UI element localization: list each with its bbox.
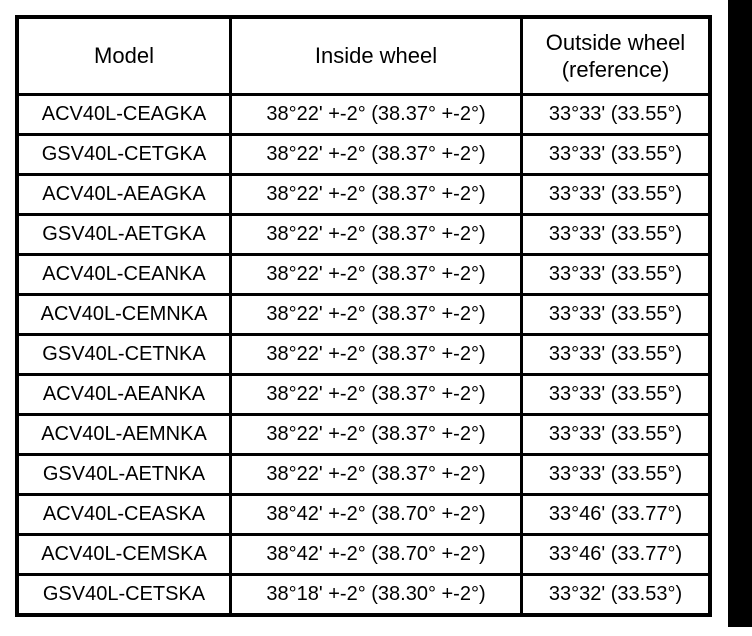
model-cell: GSV40L-CETSKA [15,573,232,617]
model-cell: ACV40L-CEASKA [15,493,232,536]
table-row: ACV40L-AEANKA 38°22' +-2° (38.37° +-2°) … [15,373,712,416]
outside-wheel-cell: 33°46' (33.77°) [520,493,712,536]
outside-wheel-cell: 33°33' (33.55°) [520,453,712,496]
table-row: ACV40L-AEMNKA 38°22' +-2° (38.37° +-2°) … [15,413,712,456]
model-cell: ACV40L-AEANKA [15,373,232,416]
inside-wheel-cell: 38°22' +-2° (38.37° +-2°) [229,333,523,376]
table-row: GSV40L-CETSKA 38°18' +-2° (38.30° +-2°) … [15,573,712,617]
outside-wheel-header-line1: Outside wheel [545,29,686,55]
model-cell: ACV40L-CEMNKA [15,293,232,336]
model-cell: GSV40L-CETNKA [15,333,232,376]
table-header: Model Inside wheel Outside wheel (refere… [15,15,712,96]
table-row: ACV40L-CEASKA 38°42' +-2° (38.70° +-2°) … [15,493,712,536]
table-row: ACV40L-CEMNKA 38°22' +-2° (38.37° +-2°) … [15,293,712,336]
outside-wheel-cell: 33°33' (33.55°) [520,133,712,176]
column-header-inside-wheel: Inside wheel [229,15,523,96]
table-row: GSV40L-CETGKA 38°22' +-2° (38.37° +-2°) … [15,133,712,176]
inside-wheel-cell: 38°22' +-2° (38.37° +-2°) [229,253,523,296]
inside-wheel-cell: 38°22' +-2° (38.37° +-2°) [229,453,523,496]
outside-wheel-cell: 33°33' (33.55°) [520,173,712,216]
inside-wheel-cell: 38°42' +-2° (38.70° +-2°) [229,493,523,536]
table-row: GSV40L-AETGKA 38°22' +-2° (38.37° +-2°) … [15,213,712,256]
table-row: ACV40L-CEANKA 38°22' +-2° (38.37° +-2°) … [15,253,712,296]
outside-wheel-cell: 33°33' (33.55°) [520,373,712,416]
outside-wheel-cell: 33°33' (33.55°) [520,293,712,336]
model-cell: ACV40L-AEAGKA [15,173,232,216]
outside-wheel-cell: 33°33' (33.55°) [520,213,712,256]
header-row: Model Inside wheel Outside wheel (refere… [15,15,712,96]
outside-wheel-cell: 33°33' (33.55°) [520,333,712,376]
table-row: ACV40L-CEAGKA 38°22' +-2° (38.37° +-2°) … [15,93,712,136]
table-row: GSV40L-CETNKA 38°22' +-2° (38.37° +-2°) … [15,333,712,376]
outside-wheel-header-line2: (reference) [561,57,670,82]
model-cell: ACV40L-CEAGKA [15,93,232,136]
model-cell: ACV40L-AEMNKA [15,413,232,456]
inside-wheel-cell: 38°22' +-2° (38.37° +-2°) [229,413,523,456]
inside-wheel-cell: 38°42' +-2° (38.70° +-2°) [229,533,523,576]
inside-wheel-cell: 38°22' +-2° (38.37° +-2°) [229,93,523,136]
outside-wheel-cell: 33°33' (33.55°) [520,413,712,456]
outside-wheel-cell: 33°33' (33.55°) [520,253,712,296]
inside-wheel-cell: 38°18' +-2° (38.30° +-2°) [229,573,523,617]
inside-wheel-cell: 38°22' +-2° (38.37° +-2°) [229,293,523,336]
inside-wheel-cell: 38°22' +-2° (38.37° +-2°) [229,173,523,216]
inside-wheel-cell: 38°22' +-2° (38.37° +-2°) [229,133,523,176]
wheel-angle-spec-table: Model Inside wheel Outside wheel (refere… [15,15,712,617]
outside-wheel-cell: 33°46' (33.77°) [520,533,712,576]
model-cell: GSV40L-AETNKA [15,453,232,496]
column-header-model: Model [15,15,232,96]
model-cell: ACV40L-CEMSKA [15,533,232,576]
model-cell: GSV40L-AETGKA [15,213,232,256]
table-row: GSV40L-AETNKA 38°22' +-2° (38.37° +-2°) … [15,453,712,496]
inside-wheel-cell: 38°22' +-2° (38.37° +-2°) [229,213,523,256]
model-cell: ACV40L-CEANKA [15,253,232,296]
table-row: ACV40L-CEMSKA 38°42' +-2° (38.70° +-2°) … [15,533,712,576]
table-row: ACV40L-AEAGKA 38°22' +-2° (38.37° +-2°) … [15,173,712,216]
inside-wheel-cell: 38°22' +-2° (38.37° +-2°) [229,373,523,416]
model-cell: GSV40L-CETGKA [15,133,232,176]
table-body: ACV40L-CEAGKA 38°22' +-2° (38.37° +-2°) … [15,93,712,617]
column-header-outside-wheel: Outside wheel (reference) [520,15,712,96]
page-edge-bar [728,0,752,627]
outside-wheel-cell: 33°33' (33.55°) [520,93,712,136]
outside-wheel-cell: 33°32' (33.53°) [520,573,712,617]
